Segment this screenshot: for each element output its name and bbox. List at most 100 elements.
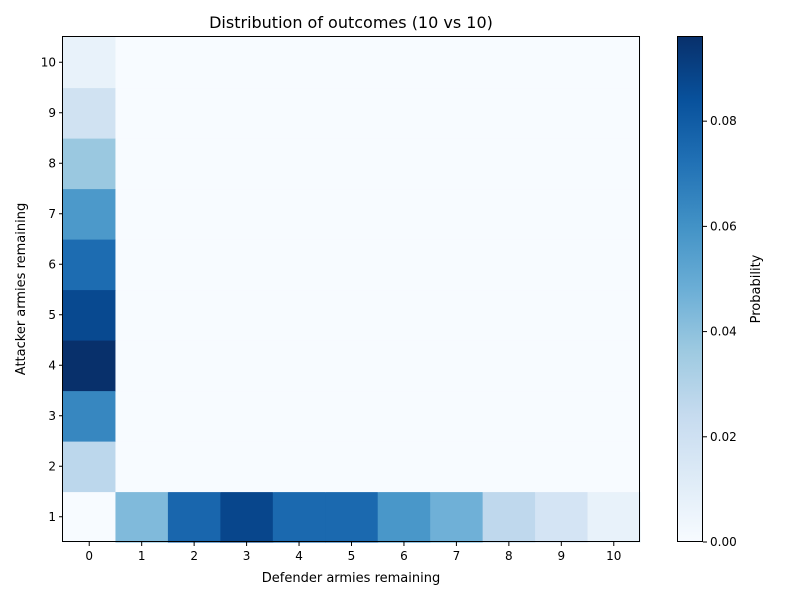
heatmap-cell xyxy=(587,340,641,392)
heatmap-cell xyxy=(587,138,641,190)
heatmap-cell xyxy=(115,87,169,139)
heatmap-cell xyxy=(220,441,274,493)
heatmap-cell xyxy=(220,491,274,543)
heatmap-cell xyxy=(377,239,431,291)
y-tick-label: 8 xyxy=(48,156,56,170)
heatmap-cell xyxy=(535,289,589,341)
x-tick-label: 6 xyxy=(400,549,408,563)
heatmap-cell xyxy=(587,188,641,240)
y-axis-label: Attacker armies remaining xyxy=(14,203,29,375)
heatmap-cell xyxy=(430,441,484,493)
heatmap-cell xyxy=(325,441,379,493)
heatmap-cell xyxy=(272,390,326,442)
heatmap-cell xyxy=(63,491,117,543)
y-tick-label: 2 xyxy=(48,459,56,473)
heatmap-cell xyxy=(167,441,221,493)
heatmap-cell xyxy=(220,390,274,442)
colorbar-tick-label: 0.04 xyxy=(710,325,737,339)
heatmap-cell xyxy=(482,37,536,89)
heatmap-cell xyxy=(220,188,274,240)
heatmap-cell xyxy=(63,441,117,493)
heatmap-cell xyxy=(482,188,536,240)
heatmap-cell xyxy=(430,491,484,543)
heatmap-cell xyxy=(325,289,379,341)
heatmap-cell xyxy=(220,239,274,291)
heatmap-cell xyxy=(272,289,326,341)
heatmap-cell xyxy=(535,239,589,291)
heatmap-cell xyxy=(63,340,117,392)
heatmap-cell xyxy=(115,289,169,341)
x-tick-label: 3 xyxy=(243,549,251,563)
heatmap-cell xyxy=(115,441,169,493)
heatmap-cell xyxy=(430,340,484,392)
heatmap-cell xyxy=(430,138,484,190)
x-tick-label: 4 xyxy=(295,549,303,563)
y-tick-label: 1 xyxy=(48,510,56,524)
heatmap-cell xyxy=(482,87,536,139)
y-tick-label: 6 xyxy=(48,257,56,271)
colorbar xyxy=(677,36,703,542)
heatmap-cell xyxy=(482,239,536,291)
heatmap-cell xyxy=(430,188,484,240)
heatmap-cell xyxy=(377,340,431,392)
heatmap-cell xyxy=(167,491,221,543)
colorbar-tick-label: 0.00 xyxy=(710,535,737,549)
heatmap-cell xyxy=(115,239,169,291)
heatmap-cell xyxy=(167,340,221,392)
heatmap-cell xyxy=(115,37,169,89)
heatmap-cell xyxy=(220,138,274,190)
heatmap-cell xyxy=(587,37,641,89)
heatmap-cell xyxy=(115,390,169,442)
heatmap-cell xyxy=(377,188,431,240)
heatmap-cell xyxy=(587,289,641,341)
heatmap-cell xyxy=(115,138,169,190)
heatmap-cell xyxy=(377,390,431,442)
heatmap-cell xyxy=(377,87,431,139)
heatmap-cell xyxy=(325,340,379,392)
heatmap-cell xyxy=(272,239,326,291)
y-tick-label: 9 xyxy=(48,106,56,120)
heatmap-cell xyxy=(377,138,431,190)
heatmap-cell xyxy=(272,340,326,392)
heatmap-cell xyxy=(587,239,641,291)
heatmap-cell xyxy=(430,37,484,89)
heatmap-cell xyxy=(482,390,536,442)
heatmap-cell xyxy=(587,491,641,543)
heatmap-cell xyxy=(115,340,169,392)
heatmap-cell xyxy=(115,491,169,543)
heatmap-cell xyxy=(167,390,221,442)
heatmap-cell xyxy=(272,188,326,240)
colorbar-ticks: 0.00 0.02 0.04 0.06 0.08 xyxy=(703,114,737,549)
heatmap-cell xyxy=(535,138,589,190)
heatmap-cell xyxy=(325,37,379,89)
y-tick-label: 4 xyxy=(48,358,56,372)
chart-title: Distribution of outcomes (10 vs 10) xyxy=(209,13,493,32)
heatmap-cell xyxy=(535,87,589,139)
heatmap-cell xyxy=(167,289,221,341)
x-tick-label: 9 xyxy=(557,549,565,563)
heatmap-cell xyxy=(272,37,326,89)
heatmap-cell xyxy=(535,188,589,240)
x-tick-label: 7 xyxy=(453,549,461,563)
y-tick-label: 3 xyxy=(48,409,56,423)
heatmap-cell xyxy=(587,390,641,442)
colorbar-tick-label: 0.06 xyxy=(710,219,737,233)
heatmap-cell xyxy=(63,138,117,190)
heatmap-cell xyxy=(220,87,274,139)
heatmap-cell xyxy=(482,138,536,190)
heatmap-cell xyxy=(272,87,326,139)
heatmap-cell xyxy=(482,340,536,392)
heatmap-cell xyxy=(535,37,589,89)
heatmap-cell xyxy=(167,138,221,190)
heatmap-cell xyxy=(167,239,221,291)
heatmap-cell xyxy=(63,87,117,139)
heatmap-cell xyxy=(430,239,484,291)
heatmap-cell xyxy=(325,491,379,543)
x-axis-label: Defender armies remaining xyxy=(262,571,440,586)
colorbar-label: Probability xyxy=(749,254,764,323)
heatmap-cell xyxy=(377,37,431,89)
heatmap-cell xyxy=(220,289,274,341)
heatmap-cell xyxy=(430,289,484,341)
